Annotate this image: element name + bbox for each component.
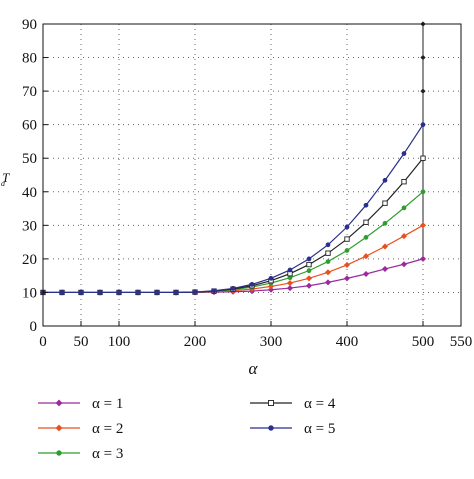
- x-tick-label: 100: [108, 334, 131, 350]
- series-1-point: [324, 279, 332, 286]
- series-5-point: [211, 288, 217, 294]
- series-5-point: [249, 282, 255, 287]
- series-layer: [39, 21, 427, 296]
- legend-label: α = 3: [92, 446, 123, 462]
- series-5-point: [192, 289, 198, 295]
- series-5-point: [382, 177, 388, 183]
- series-3-point: [401, 205, 407, 211]
- series-4-point: [382, 200, 388, 206]
- series-5-line: [43, 124, 424, 294]
- series-2-point: [305, 275, 313, 282]
- series-2-point: [362, 253, 370, 260]
- y-tick-label: 10: [22, 285, 37, 301]
- series-1-point: [305, 282, 313, 289]
- series-5-point: [78, 290, 84, 295]
- series-4-point: [306, 261, 312, 268]
- x-tick-label: 200: [184, 334, 207, 350]
- legend-label: α = 4: [304, 396, 336, 412]
- series-3-point: [420, 189, 426, 195]
- legend-label: α = 1: [92, 396, 123, 412]
- series-2-point: [324, 269, 332, 276]
- vertical-line-marker: [420, 54, 426, 61]
- series-5-point: [59, 290, 65, 295]
- series-2-point: [381, 243, 389, 250]
- series-3-point: [325, 259, 331, 264]
- legend: α = 1 α = 2 α = 3 α = 4 α = 5: [38, 396, 336, 462]
- x-tick-label: 400: [336, 334, 359, 350]
- y-tick-label: 40: [22, 185, 37, 201]
- series-1-point: [400, 261, 408, 268]
- series-5-point: [401, 151, 407, 156]
- series-5-point: [268, 275, 274, 281]
- series-1-point: [362, 270, 370, 278]
- y-axis-label-sub: a: [1, 179, 5, 188]
- series-5-point: [344, 224, 350, 230]
- legend-label: α = 2: [92, 421, 123, 437]
- series-4-point: [401, 179, 407, 185]
- series-1-point: [419, 255, 427, 262]
- series-5-point: [230, 286, 236, 291]
- series-3-point: [382, 220, 388, 226]
- legend-swatch-marker: [55, 399, 63, 407]
- series-2-point: [419, 222, 427, 229]
- y-tick-label: 70: [22, 84, 37, 100]
- legend-swatch-marker: [55, 424, 63, 432]
- y-tick-label: 50: [22, 151, 37, 167]
- y-axis-label: T: [2, 170, 10, 185]
- vertical-line-marker: [420, 88, 426, 94]
- x-tick-label: 500: [412, 334, 435, 350]
- legend-label: α = 5: [304, 421, 335, 437]
- series-5-point: [154, 290, 160, 295]
- grid-layer: [43, 24, 461, 326]
- y-tick-label: 30: [22, 218, 37, 234]
- x-tick-label: 0: [39, 334, 47, 350]
- series-4-point: [325, 250, 331, 256]
- series-1-point: [267, 286, 275, 293]
- legend-swatch-marker: [268, 425, 274, 431]
- series-4-point: [420, 155, 426, 161]
- series-4-point: [363, 219, 369, 225]
- y-tick-label: 20: [22, 252, 37, 268]
- series-5-point: [97, 290, 103, 295]
- series-2-point: [343, 261, 351, 268]
- series-5-point: [173, 290, 179, 295]
- series-5-point: [420, 122, 426, 128]
- series-2-point: [400, 233, 408, 240]
- y-tick-label: 0: [30, 319, 38, 335]
- series-3-point: [344, 248, 350, 253]
- axes-layer: 0 10 20 30 40 50 60 70 80 90 0 50 100 200 300 400 500 550: [22, 17, 472, 350]
- series-1-point: [381, 265, 389, 272]
- x-tick-label: 550: [450, 334, 473, 350]
- series-5-point: [363, 202, 369, 208]
- plot-frame: [42, 23, 462, 327]
- x-tick-label: 50: [74, 334, 89, 350]
- series-1-point: [343, 275, 351, 282]
- series-3-point: [306, 268, 312, 274]
- series-4-point: [344, 236, 350, 242]
- series-5-point: [306, 256, 312, 262]
- y-tick-label: 60: [22, 118, 37, 134]
- series-2-point: [286, 280, 294, 287]
- series-5-point: [116, 290, 122, 295]
- legend-swatch-marker: [268, 400, 275, 407]
- series-5-point: [135, 290, 141, 295]
- series-1-point: [286, 285, 294, 292]
- series-2-point: [267, 283, 275, 290]
- series-3-point: [363, 235, 369, 240]
- y-tick-label: 90: [22, 17, 37, 33]
- series-5-point: [325, 242, 331, 248]
- series-5-point: [287, 267, 293, 273]
- x-axis-label: α: [249, 359, 259, 378]
- y-tick-label: 80: [22, 51, 37, 67]
- legend-swatch-marker: [56, 450, 62, 456]
- x-tick-label: 300: [260, 334, 283, 350]
